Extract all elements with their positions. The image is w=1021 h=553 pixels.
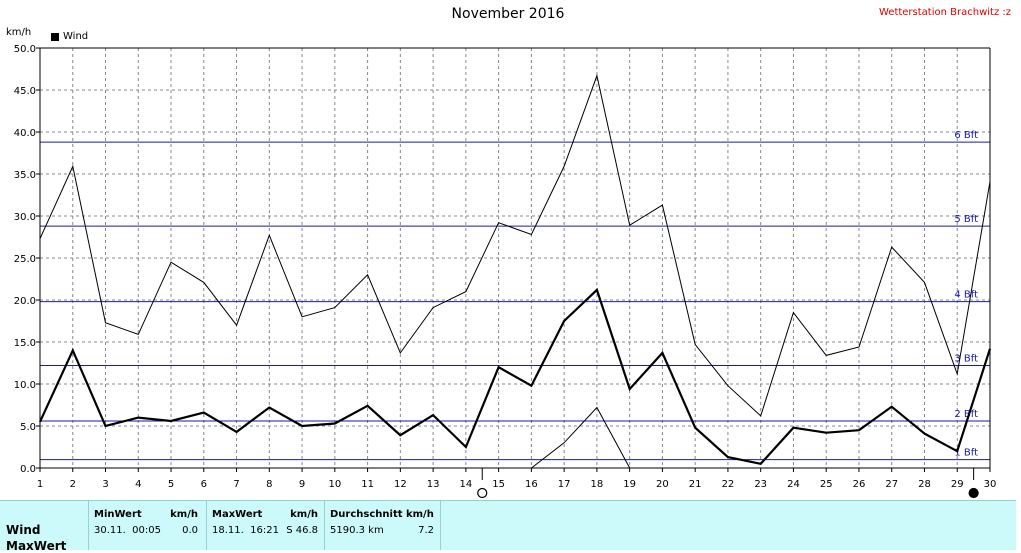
y-tick-label: 20.0 <box>14 296 36 307</box>
stats-row-label-2: MaxWert <box>6 539 67 553</box>
x-tick-label: 20 <box>656 479 669 490</box>
full-moon-icon <box>477 487 488 499</box>
min-datetime: 30.11. 00:05 <box>94 525 161 536</box>
x-tick-label: 11 <box>361 479 374 490</box>
stats-min-column: MinWert km/h 30.11. 00:05 0.0 <box>88 501 207 550</box>
moon-markers <box>477 468 979 499</box>
x-tick-label: 25 <box>820 479 833 490</box>
x-tick-label: 27 <box>885 479 898 490</box>
x-tick-label: 15 <box>492 479 505 490</box>
series-line-thin <box>39 73 991 417</box>
y-tick-label: 40.0 <box>14 128 36 139</box>
y-tick-label: 50.0 <box>14 44 36 55</box>
x-tick-label: 7 <box>233 479 239 490</box>
beaufort-label: 3 Bft <box>954 354 978 365</box>
min-value: 0.0 <box>182 525 198 536</box>
y-tick-label: 25.0 <box>14 254 36 265</box>
y-tick-label: 45.0 <box>14 86 36 97</box>
grid <box>40 48 990 468</box>
x-tick-label: 30 <box>984 479 997 490</box>
series <box>39 73 992 469</box>
max-datetime: 18.11. 16:21 <box>212 525 279 536</box>
x-tick-label: 1 <box>37 479 43 490</box>
x-tick-label: 5 <box>168 479 174 490</box>
beaufort-label: 5 Bft <box>954 214 978 225</box>
x-tick-labels: 1 2 3 4 5 6 7 8 9 10 11 12 13 14 15 16 17 18 19 20 21 22 23 24 2… <box>37 479 997 490</box>
x-tick-label: 9 <box>299 479 305 490</box>
x-tick-label: 2 <box>70 479 76 490</box>
y-tick-label: 15.0 <box>14 338 36 349</box>
legend: Wind <box>51 31 88 42</box>
x-tick-label: 8 <box>266 479 272 490</box>
beaufort-label: 1 Bft <box>954 448 978 459</box>
x-tick-label: 13 <box>427 479 440 490</box>
stats-panel: Wind MaxWert MinWert km/h 30.11. 00:05 0… <box>0 500 1016 553</box>
station-name: Wetterstation Brachwitz :z <box>878 7 1011 18</box>
avg-distance: 5190.3 km <box>330 525 384 536</box>
beaufort-label: 2 Bft <box>954 409 978 420</box>
stats-label-column: Wind MaxWert <box>0 501 89 553</box>
x-tick-label: 24 <box>787 479 800 490</box>
min-unit: km/h <box>170 509 198 520</box>
x-tick-label: 3 <box>102 479 108 490</box>
beaufort-lines: 1 Bft 2 Bft 3 Bft 4 Bft 5 Bft 6 Bft <box>40 130 990 461</box>
x-tick-label: 23 <box>754 479 767 490</box>
y-tick-labels: 0.0 5.0 10.0 15.0 20.0 25.0 30.0 35.0 40.0 45.0 50… <box>14 44 36 475</box>
x-tick-label: 14 <box>459 479 472 490</box>
series-line-thin <box>531 406 631 469</box>
y-tick-label: 30.0 <box>14 212 36 223</box>
series-line-average <box>39 287 992 466</box>
new-moon-icon <box>968 487 979 499</box>
y-tick-label: 5.0 <box>20 422 36 433</box>
x-tick-label: 4 <box>135 479 141 490</box>
x-tick-label: 17 <box>558 479 571 490</box>
max-header: MaxWert <box>212 509 263 520</box>
y-tick-label: 0.0 <box>20 464 36 475</box>
avg-value: 7.2 <box>418 525 434 536</box>
beaufort-label: 4 Bft <box>954 290 978 301</box>
max-value: S 46.8 <box>286 525 318 536</box>
x-tick-label: 29 <box>951 479 964 490</box>
y-tick-label: 10.0 <box>14 380 36 391</box>
axes <box>36 47 991 472</box>
legend-swatch <box>51 32 59 41</box>
y-axis-unit: km/h <box>6 27 32 38</box>
stats-max-column: MaxWert km/h 18.11. 16:21 S 46.8 <box>206 501 325 550</box>
x-tick-label: 21 <box>689 479 702 490</box>
legend-label: Wind <box>63 31 89 42</box>
x-tick-label: 10 <box>328 479 341 490</box>
x-tick-label: 6 <box>201 479 207 490</box>
x-tick-label: 18 <box>591 479 604 490</box>
x-tick-label: 19 <box>623 479 636 490</box>
min-header: MinWert <box>94 509 142 520</box>
wind-chart: 1 Bft 2 Bft 3 Bft 4 Bft 5 Bft 6 Bft 0.0 5.0 10.… <box>14 44 997 499</box>
max-unit: km/h <box>290 509 318 520</box>
avg-header: Durchschnitt km/h <box>330 509 434 520</box>
y-tick-label: 35.0 <box>14 170 36 181</box>
x-tick-label: 22 <box>722 479 735 490</box>
beaufort-label: 6 Bft <box>954 130 978 141</box>
x-tick-label: 26 <box>853 479 866 490</box>
x-tick-label: 12 <box>394 479 407 490</box>
stats-row-label: Wind <box>6 523 41 537</box>
x-tick-label: 16 <box>525 479 538 490</box>
x-tick-label: 28 <box>918 479 931 490</box>
chart-title: November 2016 <box>451 6 565 22</box>
stats-avg-column: Durchschnitt km/h 5190.3 km 7.2 <box>324 501 441 550</box>
